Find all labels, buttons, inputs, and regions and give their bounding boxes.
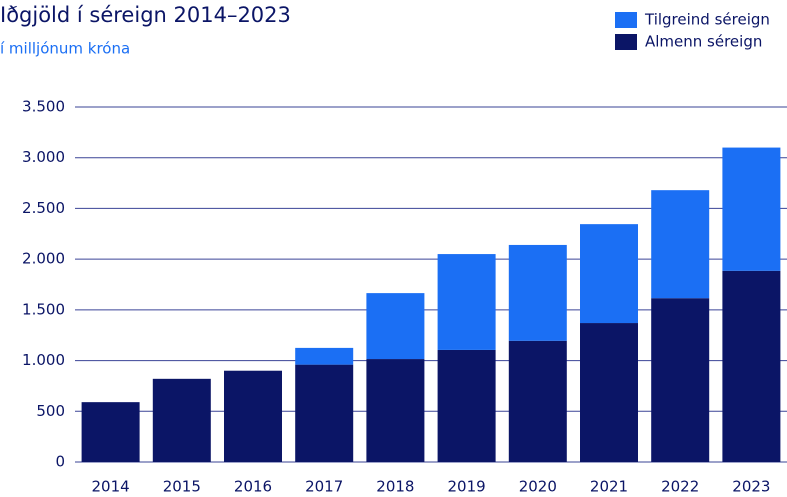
bar-segment xyxy=(366,359,425,462)
legend-swatch xyxy=(615,34,637,50)
x-tick-label: 2015 xyxy=(163,478,201,496)
y-tick-label: 0 xyxy=(55,453,65,471)
bar-segment xyxy=(224,370,282,462)
y-tick-label: 1.500 xyxy=(22,300,65,318)
y-tick-label: 1.000 xyxy=(22,351,65,369)
bar-segment xyxy=(295,364,354,462)
x-tick-label: 2017 xyxy=(305,478,343,496)
x-tick-label: 2018 xyxy=(376,478,414,496)
y-tick-label: 3.000 xyxy=(22,148,65,166)
x-tick-label: 2020 xyxy=(519,478,557,496)
y-tick-label: 2.500 xyxy=(22,199,65,217)
bar-segment xyxy=(580,224,638,324)
x-tick-label: 2019 xyxy=(448,478,486,496)
bar-segment xyxy=(295,347,354,365)
chart-title: Iðgjöld í séreign 2014–2023 xyxy=(0,3,291,27)
y-tick-label: 3.500 xyxy=(22,98,65,116)
x-tick-label: 2022 xyxy=(661,478,699,496)
bar-segment xyxy=(366,293,425,360)
x-tick-label: 2021 xyxy=(590,478,628,496)
x-tick-label: 2023 xyxy=(732,478,770,496)
x-tick-label: 2016 xyxy=(234,478,272,496)
y-tick-label: 2.000 xyxy=(22,250,65,268)
legend-swatch xyxy=(615,12,637,28)
bar-segment xyxy=(508,340,567,462)
y-tick-label: 500 xyxy=(36,402,65,420)
bar-segment xyxy=(437,254,496,350)
bar-segment xyxy=(580,323,638,462)
bar-segment xyxy=(81,402,140,462)
bar-segment xyxy=(722,270,781,462)
legend-label: Almenn séreign xyxy=(645,33,762,51)
bar-segment xyxy=(651,298,710,462)
x-tick-label: 2014 xyxy=(92,478,130,496)
bar-segment xyxy=(152,378,211,462)
chart-subtitle: í milljónum króna xyxy=(0,40,130,58)
bar-segment xyxy=(508,244,567,341)
bar-segment xyxy=(651,190,710,299)
legend-label: Tilgreind séreign xyxy=(644,11,770,29)
bar-segment xyxy=(437,349,496,462)
bar-segment xyxy=(722,147,781,271)
